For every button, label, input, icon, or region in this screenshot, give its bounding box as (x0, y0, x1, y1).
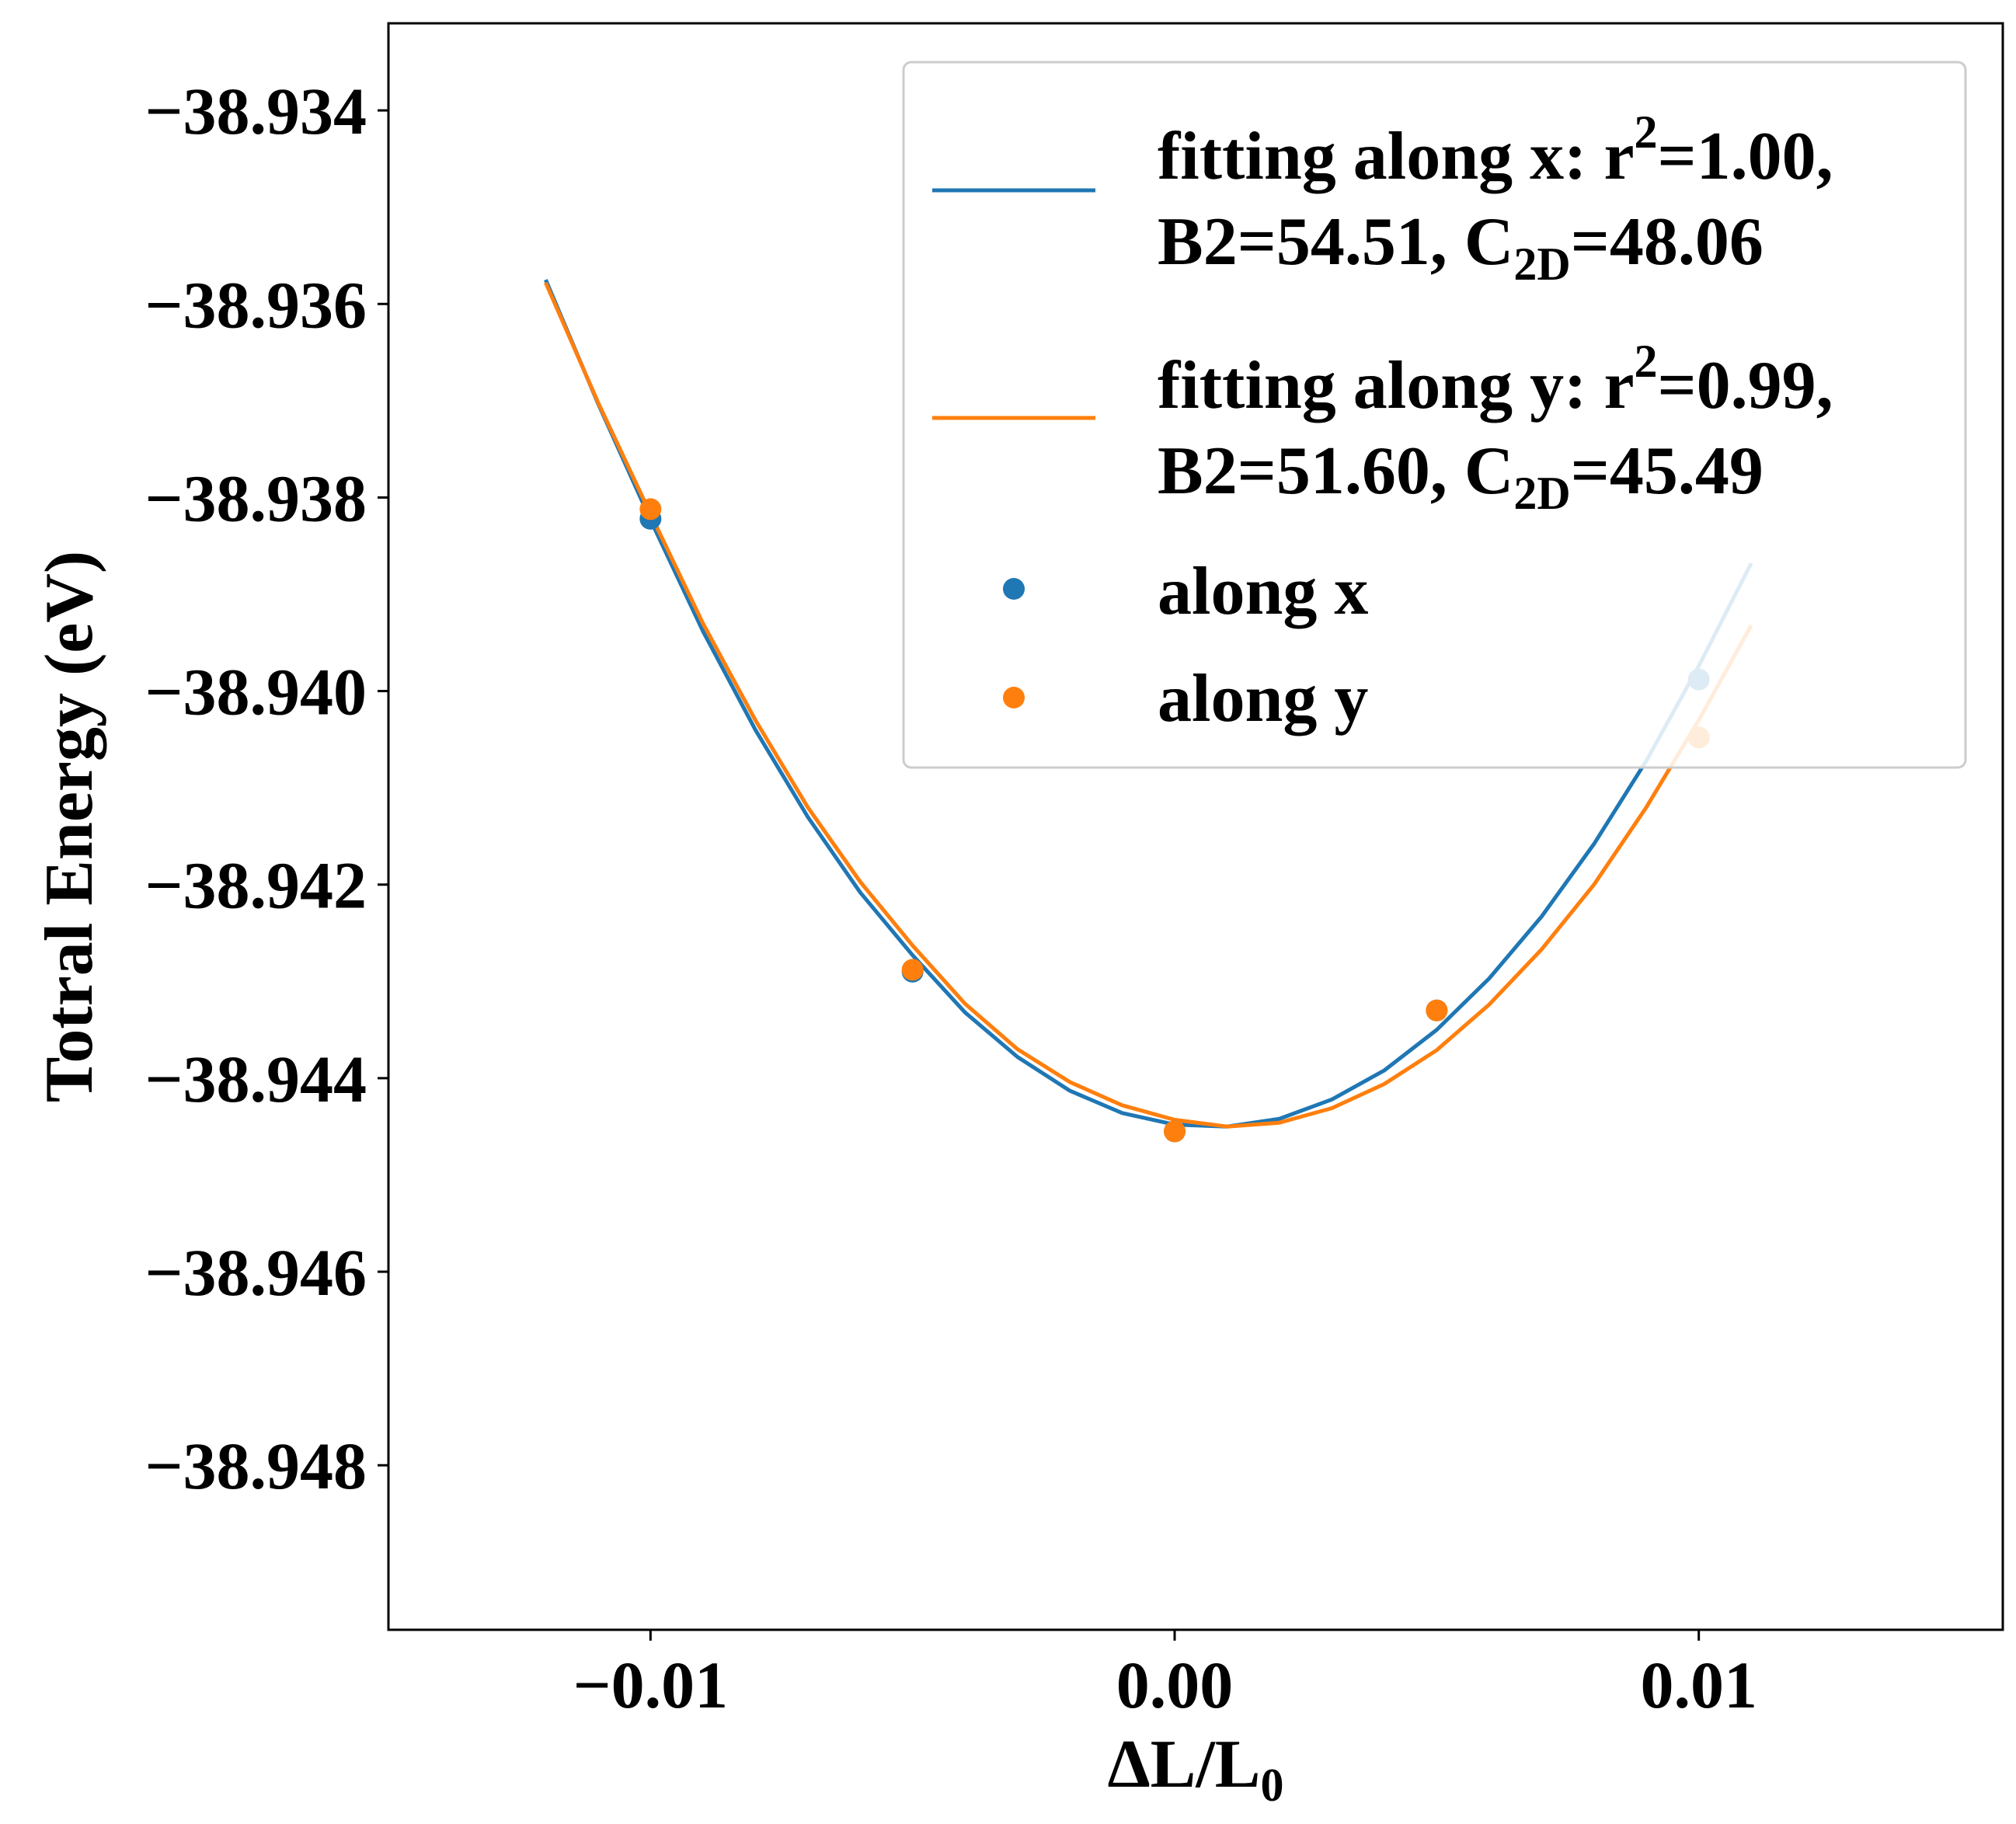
legend-marker-along-y (1003, 687, 1025, 708)
x-axis-label: ΔL/L0 (1107, 1727, 1283, 1811)
legend-label-fit-x-line2: B2=54.51, C2D=48.06 (1158, 204, 1764, 290)
data-point-along-y (1164, 1120, 1186, 1143)
legend-label-fit-x-line1: fitting along x: r2=1.00, (1158, 106, 1833, 194)
data-point-along-y (901, 959, 924, 981)
y-tick-label: −38.942 (144, 848, 367, 923)
x-axis-label-subscript: 0 (1261, 1760, 1284, 1811)
x-axis-label-main: ΔL/L (1107, 1727, 1260, 1802)
y-tick-label: −38.934 (144, 74, 367, 148)
series-line-fit-x (544, 279, 1753, 1129)
plot-area-frame (387, 22, 2004, 1631)
legend-label-along-x: along x (1158, 554, 1368, 629)
legend-marker-along-x (1003, 578, 1025, 600)
legend-label-fit-y-line2: B2=51.60, C2D=45.49 (1158, 433, 1764, 519)
legend-label-fit-y-line1: fitting along y: r2=0.99, (1158, 336, 1833, 423)
x-tick-label: 0.00 (1116, 1648, 1234, 1722)
x-tick-label: −0.01 (573, 1648, 729, 1722)
y-tick-label: −38.944 (144, 1042, 367, 1116)
axes: −0.01 0.00 0.01 −38.934 −38.936 −38.938 −38.94… (144, 74, 1757, 1722)
plot-data (544, 279, 1753, 1143)
x-tick-label: 0.01 (1640, 1648, 1757, 1722)
y-tick-label: −38.938 (144, 461, 367, 535)
y-tick-label: −38.948 (144, 1429, 367, 1503)
legend-label-along-y: along y (1158, 661, 1368, 736)
series-line-fit-y (544, 281, 1753, 1129)
data-point-along-y (1426, 999, 1448, 1022)
legend-box (902, 61, 1967, 769)
y-tick-label: −38.940 (144, 655, 367, 729)
legend: fitting along x: r2=1.00, B2=54.51, C2D=… (902, 61, 1967, 769)
y-axis-label: Totral Energy (eV) (32, 551, 107, 1102)
y-tick-label: −38.936 (144, 267, 367, 342)
data-point-along-y (639, 498, 662, 520)
y-tick-label: −38.946 (144, 1235, 367, 1310)
